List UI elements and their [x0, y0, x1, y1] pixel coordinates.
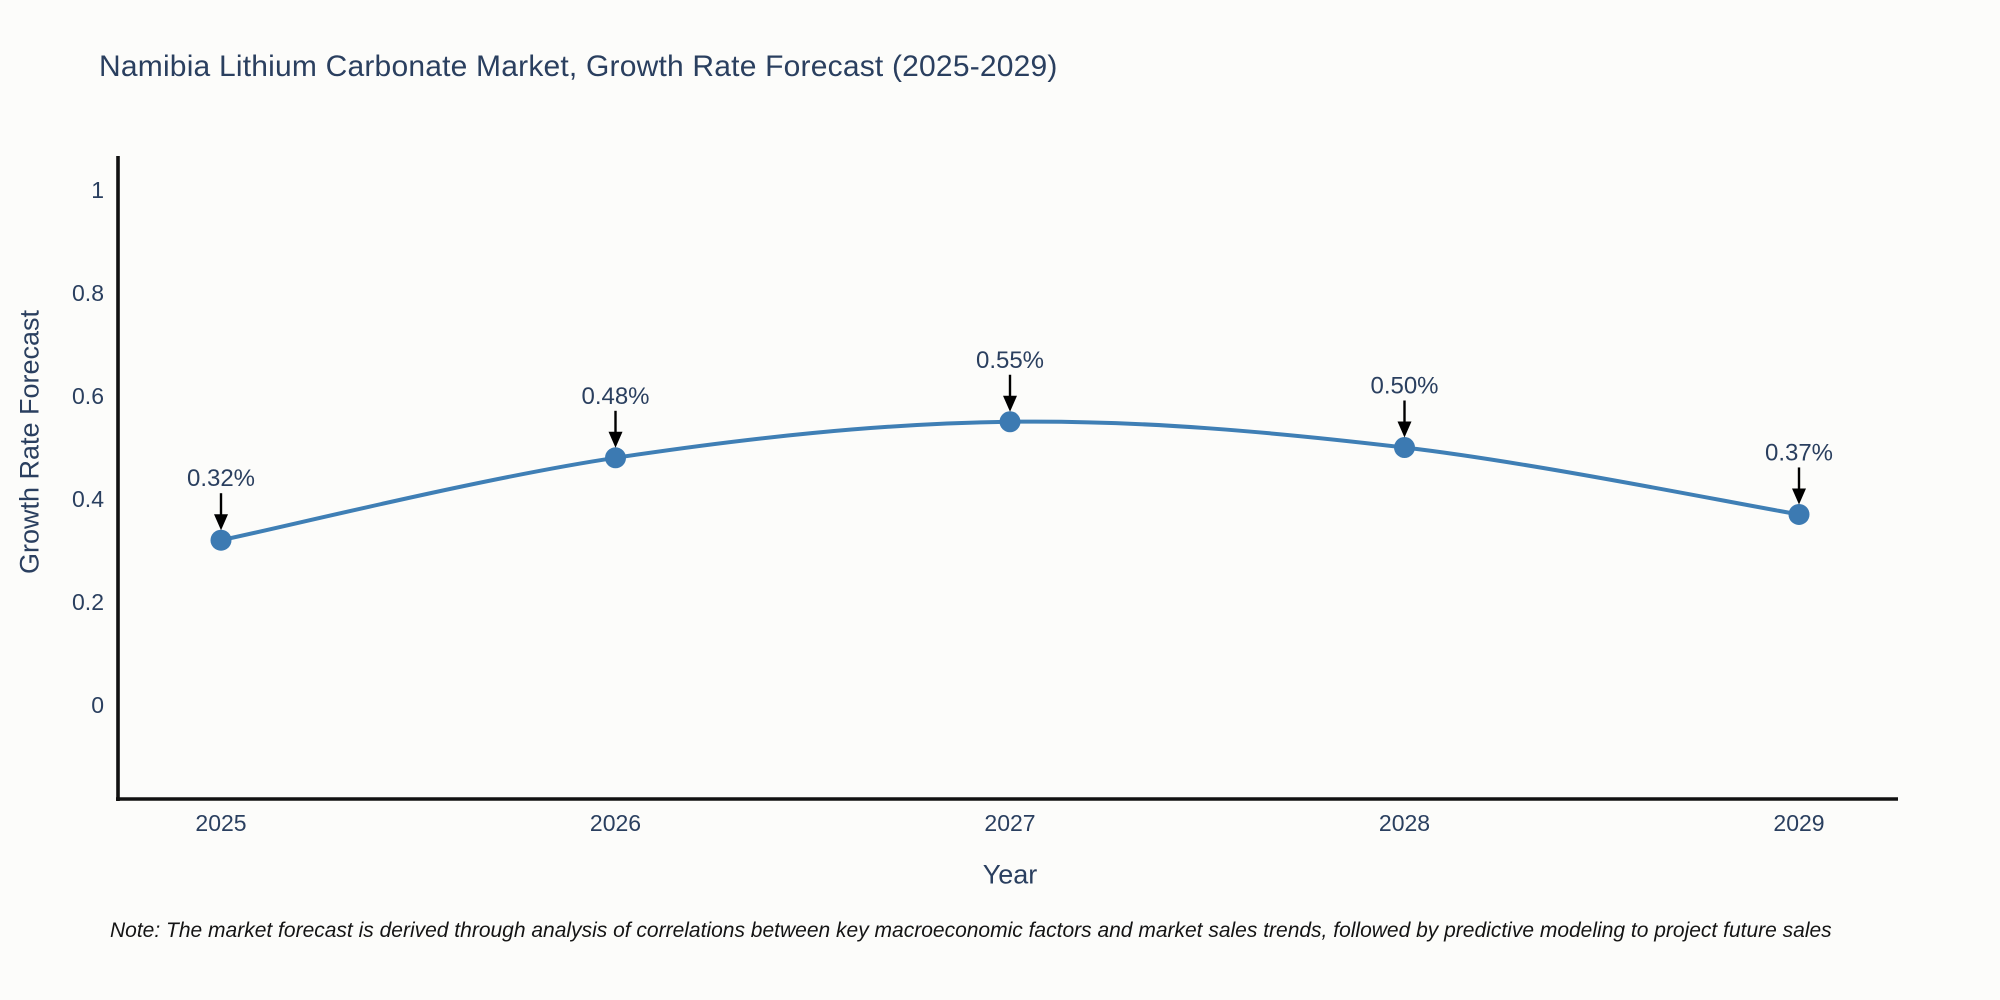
data-point-marker[interactable] [999, 411, 1021, 433]
x-tick-label: 2026 [590, 810, 641, 836]
data-point-marker[interactable] [605, 447, 626, 469]
annotation-label: 0.37% [1765, 439, 1833, 466]
annotation-arrowhead [214, 514, 228, 531]
chart-title: Namibia Lithium Carbonate Market, Growth… [99, 50, 1058, 83]
x-tick-label: 2028 [1379, 810, 1430, 836]
x-axis-title: Year [982, 859, 1038, 890]
y-tick-label: 0.2 [72, 589, 104, 615]
annotation-arrowhead [1003, 395, 1017, 412]
annotation-label: 0.55% [976, 347, 1044, 374]
y-tick-label: 0.8 [72, 280, 104, 306]
annotation-arrowhead [1792, 488, 1806, 505]
data-point-marker[interactable] [1394, 437, 1415, 458]
x-tick-label: 2025 [195, 810, 246, 836]
series-line [219, 419, 1801, 543]
y-tick-label: 0.6 [72, 383, 104, 409]
annotation-label: 0.32% [187, 465, 255, 492]
x-tick-label: 2027 [984, 810, 1035, 836]
y-tick-label: 0 [91, 692, 104, 718]
data-point-marker[interactable] [1788, 503, 1810, 525]
y-tick-label: 0.4 [72, 486, 104, 512]
annotation-label: 0.50% [1370, 373, 1438, 400]
x-tick-label: 2029 [1773, 810, 1824, 836]
annotation-arrowhead [608, 431, 623, 448]
y-tick-label: 1 [91, 177, 104, 203]
annotation-arrowhead [1397, 421, 1412, 438]
data-point-marker[interactable] [210, 529, 232, 551]
footnote: Note: The market forecast is derived thr… [110, 919, 1832, 942]
annotation-label: 0.48% [581, 383, 649, 410]
